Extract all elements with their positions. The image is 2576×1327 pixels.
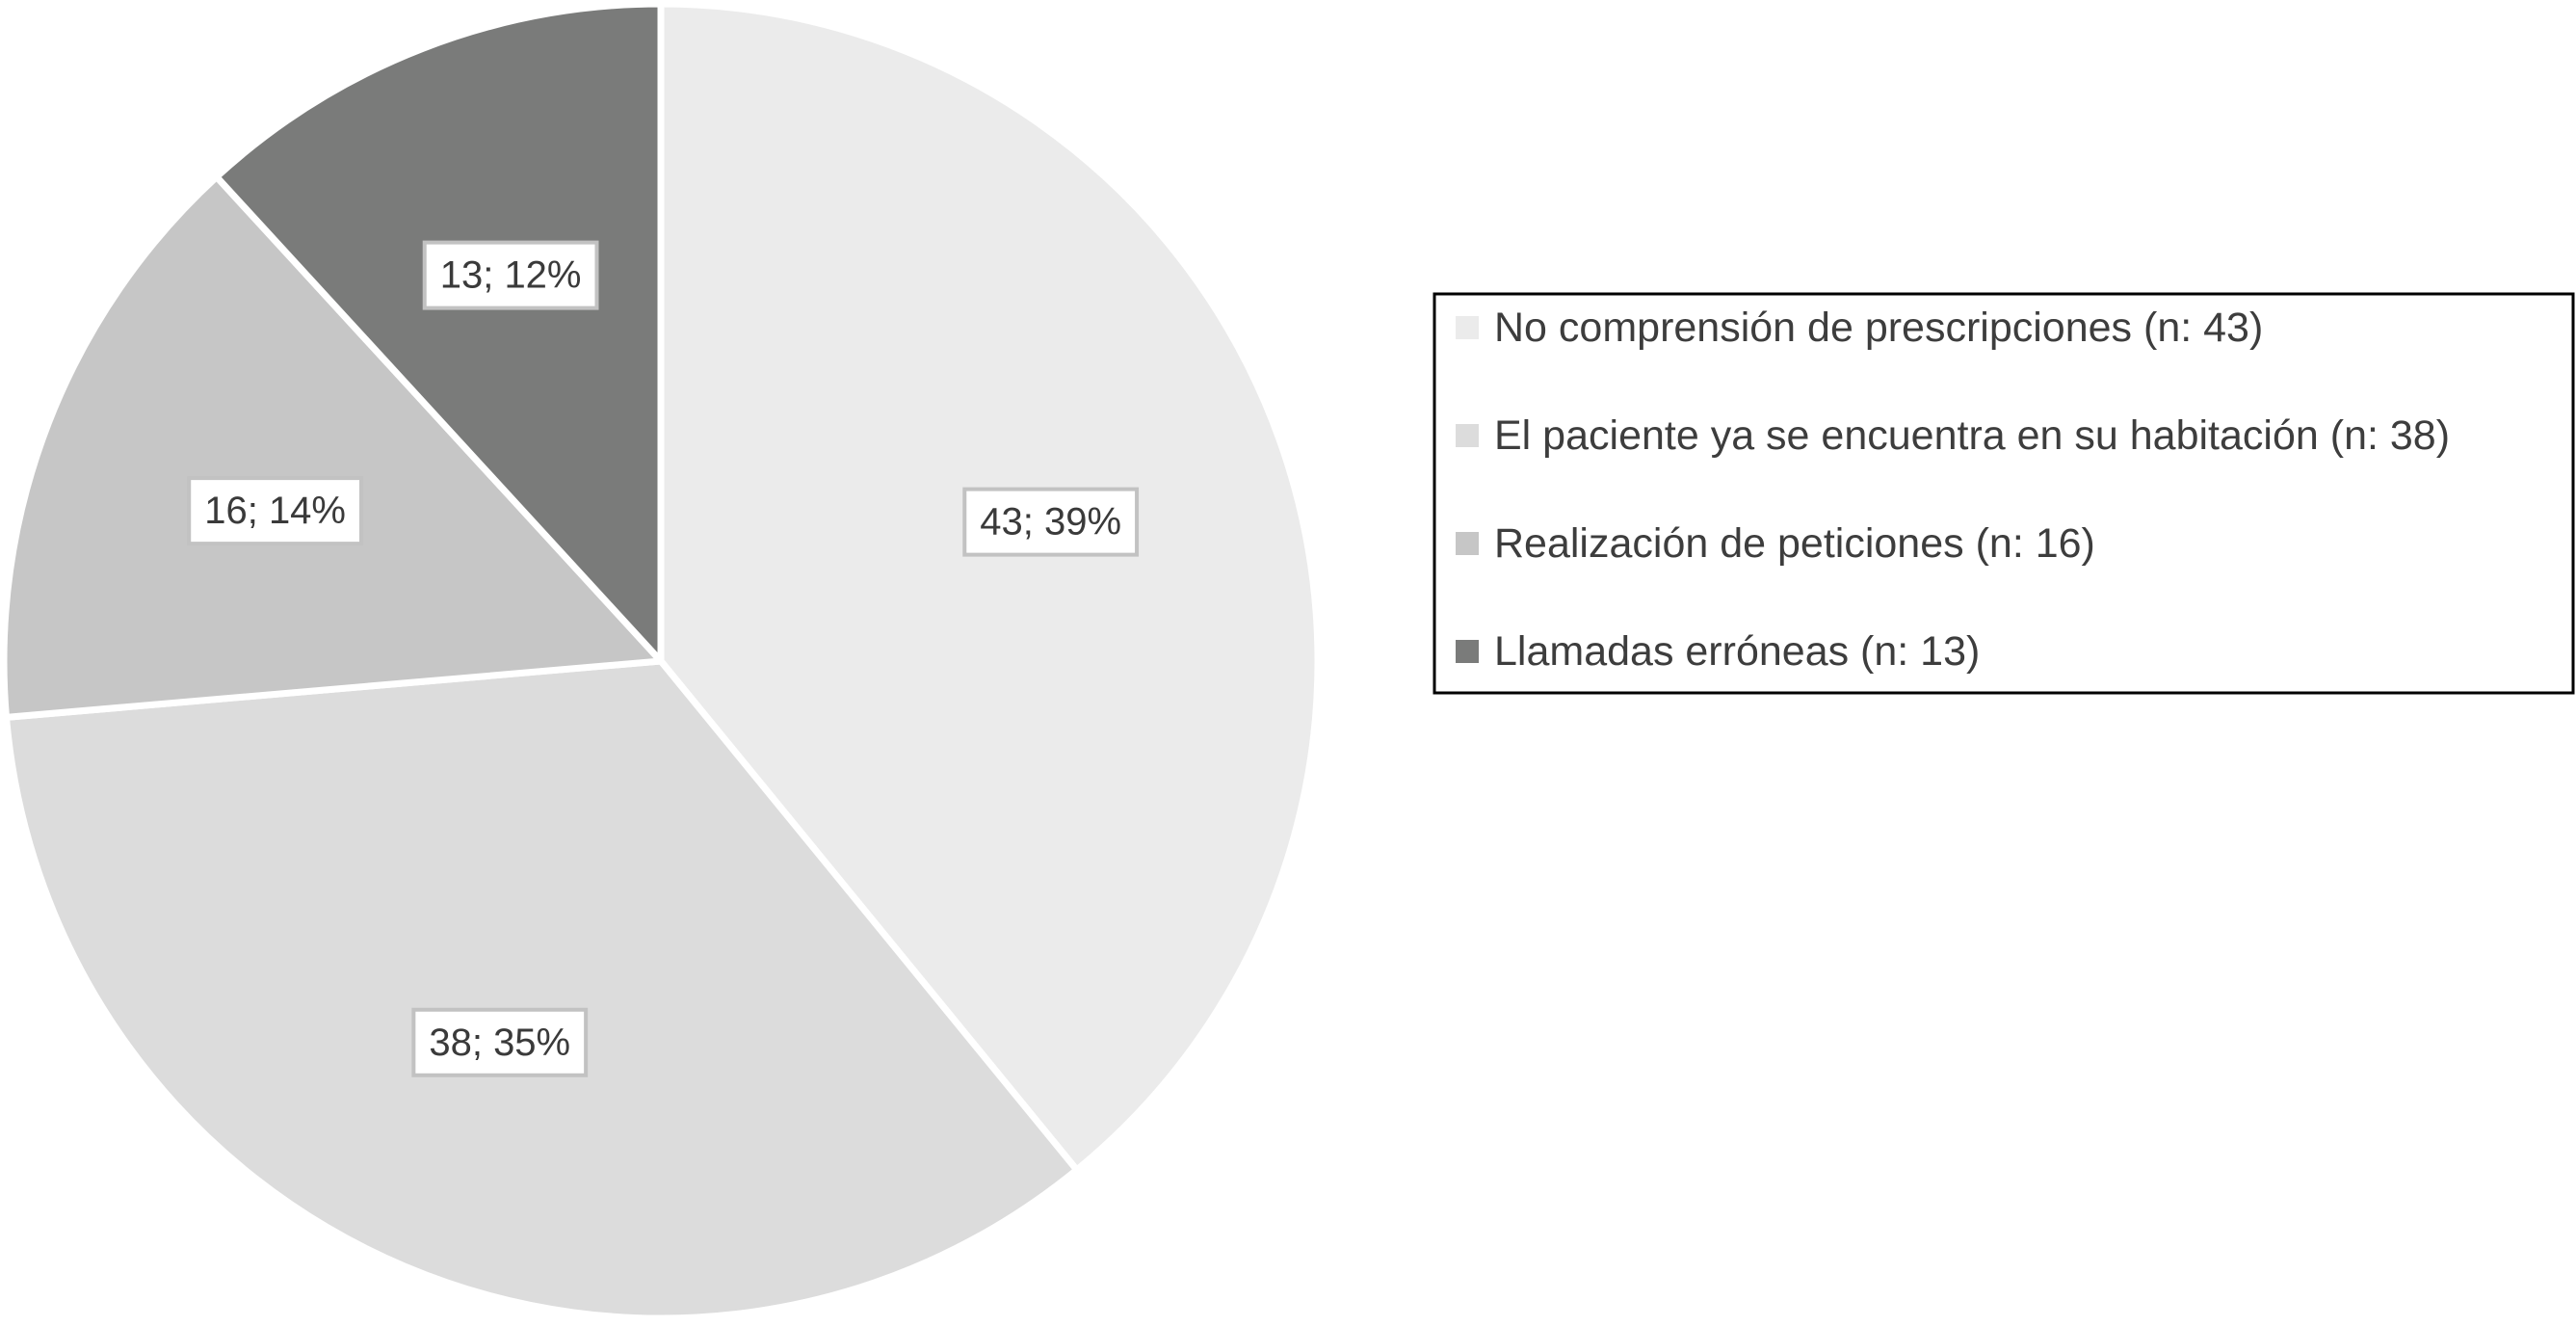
legend-frame — [1433, 292, 2575, 695]
legend-item-2: El paciente ya se encuentra en su habita… — [1456, 412, 2450, 459]
legend-label: Llamadas erróneas (n: 13) — [1494, 628, 1980, 675]
data-labels: 43; 39% 38; 35% 16; 14% 13; 12% — [187, 240, 1140, 1077]
legend-item-1: No comprensión de prescripciones (n: 43) — [1456, 305, 2263, 351]
legend-label: Realización de peticiones (n: 16) — [1494, 520, 2095, 567]
legend-swatch — [1456, 532, 1479, 555]
data-label-text: 16; 14% — [204, 490, 346, 532]
legend-label: El paciente ya se encuentra en su habita… — [1494, 412, 2450, 459]
legend: No comprensión de prescripciones (n: 43)… — [1433, 292, 2575, 695]
legend-item-3: Realización de peticiones (n: 16) — [1456, 520, 2095, 567]
data-label-box — [962, 487, 1140, 557]
data-label-box — [187, 476, 364, 546]
pie-slice-1 — [657, 0, 1322, 1174]
legend-swatch — [1456, 316, 1479, 339]
pie-slice-2 — [3, 657, 1081, 1322]
data-label-text: 38; 35% — [429, 1022, 570, 1064]
pie-slice-3 — [0, 173, 665, 721]
legend-swatch — [1456, 424, 1479, 447]
legend-label: No comprensión de prescripciones (n: 43) — [1494, 305, 2263, 351]
data-label-2: 38; 35% — [411, 1007, 589, 1077]
legend-swatch — [1456, 640, 1479, 663]
data-label-text: 43; 39% — [980, 501, 1121, 544]
data-label-1: 43; 39% — [962, 487, 1140, 557]
pie-slice-4 — [213, 0, 665, 665]
pie-slices — [0, 0, 1322, 1322]
data-label-box — [422, 240, 599, 310]
data-label-box — [411, 1007, 589, 1077]
data-label-text: 13; 12% — [440, 254, 582, 297]
data-label-4: 13; 12% — [422, 240, 599, 310]
data-label-3: 16; 14% — [187, 476, 364, 546]
legend-item-4: Llamadas erróneas (n: 13) — [1456, 628, 1980, 675]
